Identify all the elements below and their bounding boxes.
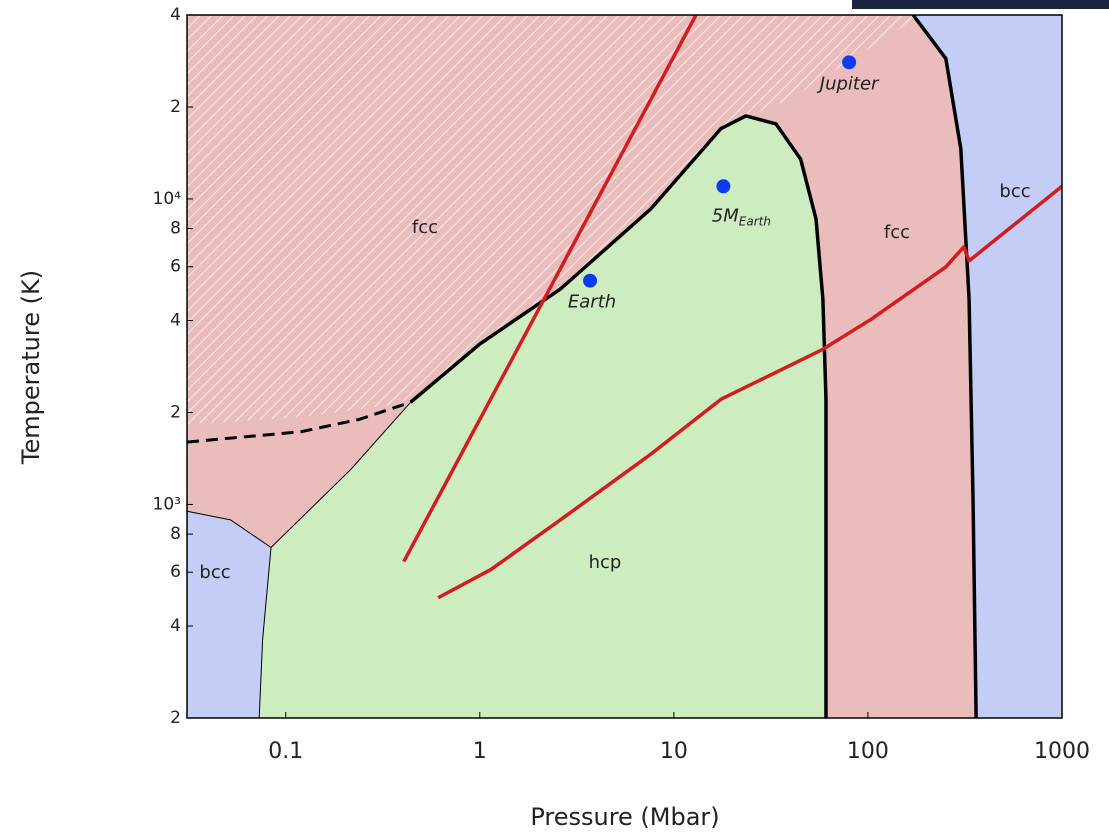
y-tick-label: 4 (170, 616, 181, 636)
y-tick-label: 4 (170, 311, 181, 331)
boundary-line (402, 15, 698, 563)
plot-area (187, 15, 1062, 718)
y-tick-label: 4 (170, 5, 181, 25)
y-tick-label: 2 (170, 402, 181, 422)
hatch-overlay (187, 15, 922, 425)
y-tick-label: 10⁴ (153, 189, 182, 209)
x-axis-title: Pressure (Mbar) (530, 803, 719, 831)
planet-point (716, 179, 731, 194)
point-label-sub: Earth (739, 214, 771, 228)
point-label-main: 5M (712, 205, 739, 226)
region-label: hcp (589, 552, 622, 573)
y-tick-label: 6 (170, 257, 181, 277)
planet-point (842, 55, 857, 70)
y-tick-label: 10³ (153, 494, 181, 514)
x-tick-label: 0.1 (268, 739, 303, 764)
y-axis-title: Temperature (K) (17, 270, 45, 465)
phase-region (259, 115, 826, 718)
boundary-line (409, 114, 828, 718)
boundary-line (258, 547, 272, 718)
region-label: bcc (999, 181, 1030, 202)
boundary-line (187, 510, 272, 548)
point-label-main: Jupiter (817, 73, 880, 94)
planet-point (583, 273, 598, 288)
phase-region (187, 511, 272, 718)
boundary-line (270, 401, 411, 548)
y-tick-label: 2 (170, 97, 181, 117)
x-tick-label: 100 (847, 739, 889, 764)
y-tick-label: 6 (170, 562, 181, 582)
y-tick-label: 8 (170, 524, 181, 544)
point-label: Jupiter (817, 73, 880, 94)
region-label: fcc (884, 222, 910, 243)
point-label: 5MEarth (712, 205, 771, 228)
phase-region (913, 15, 1062, 718)
boundary-line (437, 184, 1062, 600)
point-label: Earth (568, 292, 616, 313)
x-tick-label: 1000 (1034, 739, 1090, 764)
x-tick-label: 1 (473, 739, 487, 764)
point-label-main: Earth (568, 292, 616, 313)
corner-image (852, 0, 1109, 9)
y-tick-label: 8 (170, 219, 181, 239)
region-label: fcc (412, 217, 438, 238)
boundary-line (187, 400, 412, 444)
plot-border (186, 14, 1063, 719)
region-label: bcc (199, 562, 230, 583)
x-tick-label: 10 (660, 739, 688, 764)
boundary-line (911, 15, 978, 718)
y-tick-label: 2 (170, 708, 181, 728)
